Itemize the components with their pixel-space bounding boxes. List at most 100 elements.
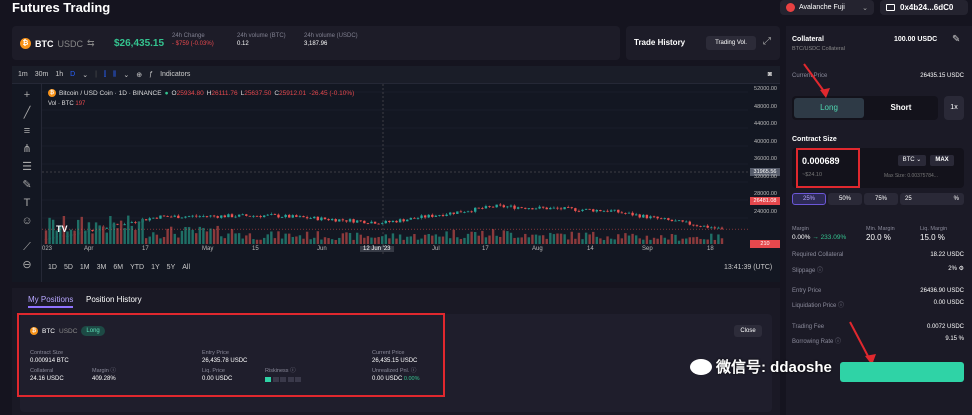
horizontal-lines-icon[interactable]: ≡ bbox=[23, 125, 31, 137]
info-icon[interactable]: ⓘ bbox=[110, 368, 116, 374]
chevron-down-icon[interactable]: ⌄ bbox=[82, 71, 89, 79]
leverage-button[interactable]: 1x bbox=[944, 96, 964, 120]
volume-bar bbox=[298, 235, 302, 244]
zoom-icon[interactable]: ⊖ bbox=[22, 259, 32, 271]
candle bbox=[166, 216, 169, 217]
fib-icon[interactable]: ☰ bbox=[22, 161, 32, 173]
pct-25-button[interactable]: 25% bbox=[792, 193, 826, 205]
pitchfork-icon[interactable]: ⋔ bbox=[22, 143, 32, 155]
volume-bar bbox=[155, 234, 159, 244]
text-icon[interactable]: T bbox=[23, 197, 31, 209]
info-icon[interactable]: ⓘ bbox=[290, 368, 296, 374]
volume-bar bbox=[119, 220, 123, 244]
candle bbox=[248, 215, 252, 217]
time-axis[interactable]: 023 Apr 17 May 15 Jun 12 Jun '23 Jul 17 Aug 14 Sep 1… bbox=[42, 246, 748, 256]
volume-bar bbox=[699, 238, 702, 244]
open-position-button[interactable] bbox=[840, 362, 964, 382]
volume-bar bbox=[452, 229, 455, 244]
info-icon[interactable]: ⓘ bbox=[838, 303, 845, 309]
candle bbox=[209, 215, 212, 217]
ruler-icon[interactable]: ⟋ bbox=[23, 241, 31, 253]
camera-icon[interactable]: ◙ bbox=[767, 71, 772, 78]
tab-position-history[interactable]: Position History bbox=[86, 295, 142, 304]
range-3m[interactable]: 3M bbox=[96, 264, 107, 271]
pct-50-button[interactable]: 50% bbox=[828, 193, 862, 205]
volume-bar bbox=[159, 238, 162, 244]
volume-bar bbox=[402, 239, 405, 244]
candle bbox=[420, 215, 423, 218]
add-icon[interactable]: ⊕ bbox=[136, 71, 143, 79]
expand-icon[interactable]: ⤢ bbox=[763, 36, 771, 47]
info-icon[interactable]: ⓘ bbox=[817, 268, 824, 274]
pct-75-button[interactable]: 75% bbox=[864, 193, 898, 205]
chevron-down-icon[interactable]: ⌄ bbox=[123, 71, 130, 79]
max-button[interactable]: MAX bbox=[930, 155, 954, 166]
edit-icon[interactable]: ✎ bbox=[952, 34, 961, 45]
emoji-icon[interactable]: ☺ bbox=[21, 215, 33, 227]
range-all[interactable]: All bbox=[182, 264, 191, 271]
field-label: Unrealized Pnl. bbox=[372, 368, 410, 374]
candle bbox=[706, 225, 709, 228]
interval-30m[interactable]: 30m bbox=[34, 71, 49, 78]
volume-bar bbox=[270, 231, 273, 244]
volume-bar bbox=[191, 229, 194, 244]
volume-bar bbox=[448, 238, 452, 244]
swap-icon[interactable]: ⇆ bbox=[87, 38, 95, 48]
volume-bar bbox=[76, 219, 80, 244]
network-selector[interactable]: Avalanche Fuji ⌄ bbox=[780, 0, 874, 15]
candle bbox=[377, 223, 380, 225]
wallet-button[interactable]: 0x4b24...6dC0 bbox=[880, 0, 968, 15]
volume-bar bbox=[527, 237, 531, 244]
range-5d[interactable]: 5D bbox=[63, 264, 73, 271]
tab-short[interactable]: Short bbox=[890, 103, 912, 112]
interval-1h[interactable]: 1h bbox=[55, 71, 64, 78]
close-position-button[interactable]: Close bbox=[734, 325, 762, 337]
trading-vol-button[interactable]: Trading Vol. bbox=[706, 36, 756, 50]
tab-long[interactable]: Long bbox=[794, 98, 864, 118]
info-icon[interactable]: ⓘ bbox=[410, 368, 417, 374]
chart-plot[interactable] bbox=[42, 84, 748, 254]
volume-bar bbox=[330, 239, 334, 244]
candle bbox=[545, 207, 548, 210]
range-ytd[interactable]: YTD bbox=[130, 264, 145, 271]
candle bbox=[330, 219, 334, 221]
price-axis[interactable]: 31965.56 26481.08 210 52000.00 48000.00 44… bbox=[748, 84, 780, 254]
info-icon[interactable]: ⓘ bbox=[835, 339, 842, 345]
candle bbox=[198, 216, 201, 218]
contract-size-input[interactable]: 0.000689 bbox=[802, 156, 840, 166]
range-1m[interactable]: 1M bbox=[79, 264, 90, 271]
candle bbox=[581, 209, 584, 211]
min-margin-value: 20.0 % bbox=[866, 232, 891, 242]
range-1d[interactable]: 1D bbox=[48, 264, 57, 271]
candle bbox=[606, 210, 609, 212]
trend-line-icon[interactable]: ╱ bbox=[23, 107, 31, 119]
volume-bar bbox=[230, 229, 234, 244]
indicators-icon[interactable]: ƒ bbox=[149, 71, 154, 78]
volume-bar bbox=[341, 233, 345, 244]
crosshair-icon[interactable]: + bbox=[23, 89, 31, 101]
gear-icon[interactable]: ⚙ bbox=[958, 266, 964, 272]
candle bbox=[341, 219, 345, 221]
pct-input[interactable]: 25 % bbox=[900, 193, 964, 205]
indicators-button[interactable]: Indicators bbox=[160, 71, 191, 78]
candle bbox=[191, 215, 194, 217]
range-6m[interactable]: 6M bbox=[113, 264, 124, 271]
compare-icon[interactable]: ⫼ bbox=[113, 70, 117, 78]
chevron-down-icon: ⌄ bbox=[862, 4, 868, 12]
volume-bar bbox=[62, 215, 66, 244]
tab-my-positions[interactable]: My Positions bbox=[28, 295, 74, 308]
interval-d[interactable]: D bbox=[70, 71, 76, 78]
unit-select[interactable]: BTC ⌄ bbox=[898, 155, 926, 166]
ticker-symbol[interactable]: ₿ BTC USDC ⇆ bbox=[20, 38, 95, 49]
range-1y[interactable]: 1Y bbox=[151, 264, 160, 271]
range-5y[interactable]: 5Y bbox=[166, 264, 176, 271]
volume-bar bbox=[549, 232, 552, 244]
liquidation-price-row: Liquidation Price ⓘ 0.00 USDC bbox=[792, 300, 964, 309]
interval-1m[interactable]: 1m bbox=[18, 71, 28, 78]
volume-bar bbox=[652, 237, 656, 244]
field-contract-size: Contract Size 0.000914 BTC bbox=[30, 350, 69, 365]
candle bbox=[584, 208, 588, 210]
candle-type-icon[interactable]: ⫿ bbox=[103, 70, 107, 78]
collateral-value: 100.00 USDC bbox=[894, 36, 938, 43]
brush-icon[interactable]: ✎ bbox=[22, 179, 32, 191]
